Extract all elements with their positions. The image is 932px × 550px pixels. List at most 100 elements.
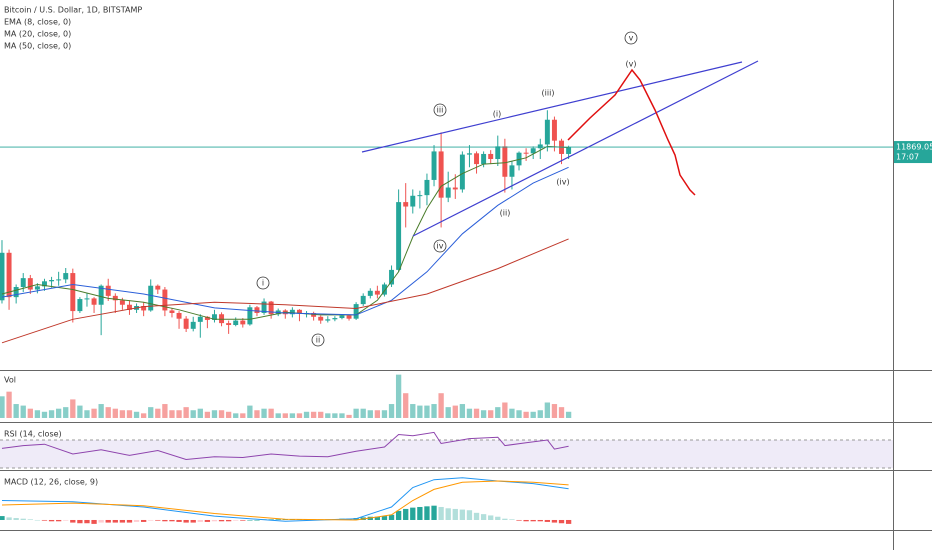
histogram-bar bbox=[502, 518, 508, 520]
volume-bar bbox=[417, 405, 423, 418]
candle-body bbox=[474, 153, 480, 165]
histogram-bar bbox=[6, 517, 12, 520]
pane-title: Vol bbox=[4, 376, 16, 385]
volume-bar bbox=[233, 413, 239, 418]
candle-body bbox=[98, 285, 104, 305]
volume-bar bbox=[162, 404, 168, 418]
candle-body bbox=[551, 119, 557, 141]
candle-body bbox=[296, 309, 302, 314]
histogram-bar bbox=[247, 519, 253, 521]
candle-body bbox=[226, 323, 232, 326]
histogram-bar bbox=[20, 518, 26, 520]
histogram-bar bbox=[530, 519, 536, 522]
histogram-bar bbox=[410, 507, 416, 520]
candle-body bbox=[190, 321, 196, 329]
legend-entry: EMA (8, close, 0) bbox=[4, 18, 71, 27]
candle-body bbox=[396, 202, 402, 270]
candle-body bbox=[219, 314, 225, 324]
histogram-bar bbox=[495, 516, 501, 520]
candle-body bbox=[332, 318, 338, 320]
volume-bar bbox=[240, 413, 246, 418]
candle-body bbox=[523, 152, 529, 154]
candle-body bbox=[233, 320, 239, 326]
volume-bar bbox=[424, 405, 430, 418]
histogram-bar bbox=[480, 514, 487, 520]
histogram-bar bbox=[537, 519, 543, 522]
volume-bar bbox=[91, 408, 97, 418]
volume-bar bbox=[254, 410, 260, 418]
volume-bar bbox=[395, 374, 402, 418]
pane-title: MACD (12, 26, close, 9) bbox=[4, 478, 98, 487]
volume-bar bbox=[551, 404, 558, 418]
candle-body bbox=[0, 252, 5, 301]
volume-bar bbox=[438, 393, 444, 418]
candle-body bbox=[42, 281, 47, 287]
indicator-line bbox=[1, 238, 569, 344]
histogram-bar bbox=[63, 519, 69, 521]
candle-body bbox=[325, 319, 331, 321]
volume-bar bbox=[544, 402, 551, 418]
candle-body bbox=[566, 147, 572, 154]
volume-bar bbox=[466, 408, 473, 418]
histogram-bar bbox=[424, 506, 430, 520]
candle-body bbox=[70, 273, 76, 312]
histogram-bar bbox=[544, 519, 551, 522]
histogram-bar bbox=[403, 508, 409, 520]
histogram-bar bbox=[55, 519, 62, 522]
volume-bar bbox=[218, 410, 225, 418]
volume-bar bbox=[537, 410, 543, 418]
histogram-bar bbox=[190, 519, 196, 523]
volume-bar bbox=[140, 413, 147, 418]
indicator-line bbox=[1, 431, 569, 461]
volume-bar bbox=[155, 408, 161, 418]
volume-bar bbox=[268, 408, 274, 418]
volume-bar bbox=[388, 404, 395, 418]
volume-bar bbox=[183, 407, 189, 418]
histogram-bar bbox=[218, 519, 225, 522]
candle-body bbox=[126, 304, 132, 310]
volume-bar bbox=[84, 410, 90, 418]
candle-body bbox=[240, 320, 246, 325]
volume-bar bbox=[480, 410, 487, 418]
candle-body bbox=[162, 289, 168, 311]
candle-body bbox=[459, 154, 465, 190]
volume-bar bbox=[197, 408, 203, 418]
histogram-bar bbox=[77, 519, 83, 524]
volume-bar bbox=[431, 404, 437, 418]
volume-bar bbox=[325, 413, 331, 418]
candle-body bbox=[353, 304, 359, 319]
candle-body bbox=[261, 301, 267, 313]
candle-body bbox=[13, 287, 19, 298]
candle-body bbox=[389, 269, 395, 285]
candle-body bbox=[509, 165, 515, 177]
volume-bar bbox=[452, 405, 458, 418]
wave-circle bbox=[433, 103, 447, 117]
histogram-bar bbox=[98, 519, 104, 523]
histogram-bar bbox=[459, 509, 466, 520]
candle-body bbox=[6, 252, 12, 298]
volume-bar bbox=[445, 407, 451, 418]
candle-body bbox=[502, 146, 508, 177]
volume-bar bbox=[303, 411, 310, 418]
candle-body bbox=[544, 119, 550, 145]
histogram-bar bbox=[558, 519, 565, 524]
volume-bar bbox=[310, 411, 317, 418]
candle-body bbox=[268, 301, 274, 315]
candle-body bbox=[339, 315, 345, 319]
candle-body bbox=[403, 202, 409, 207]
last-price-box bbox=[893, 141, 932, 164]
candle-body bbox=[204, 316, 210, 320]
candle-body bbox=[105, 285, 111, 296]
wave-label: v bbox=[629, 34, 634, 43]
volume-bar bbox=[275, 413, 281, 418]
volume-bar bbox=[523, 411, 529, 418]
volume-bar bbox=[77, 405, 83, 418]
volume-bar bbox=[339, 413, 345, 418]
histogram-bar bbox=[374, 516, 381, 520]
legend-entry: MA (20, close, 0) bbox=[4, 30, 71, 39]
histogram-bar bbox=[133, 519, 140, 522]
candle-body bbox=[481, 153, 487, 165]
indicator-line bbox=[1, 166, 569, 316]
